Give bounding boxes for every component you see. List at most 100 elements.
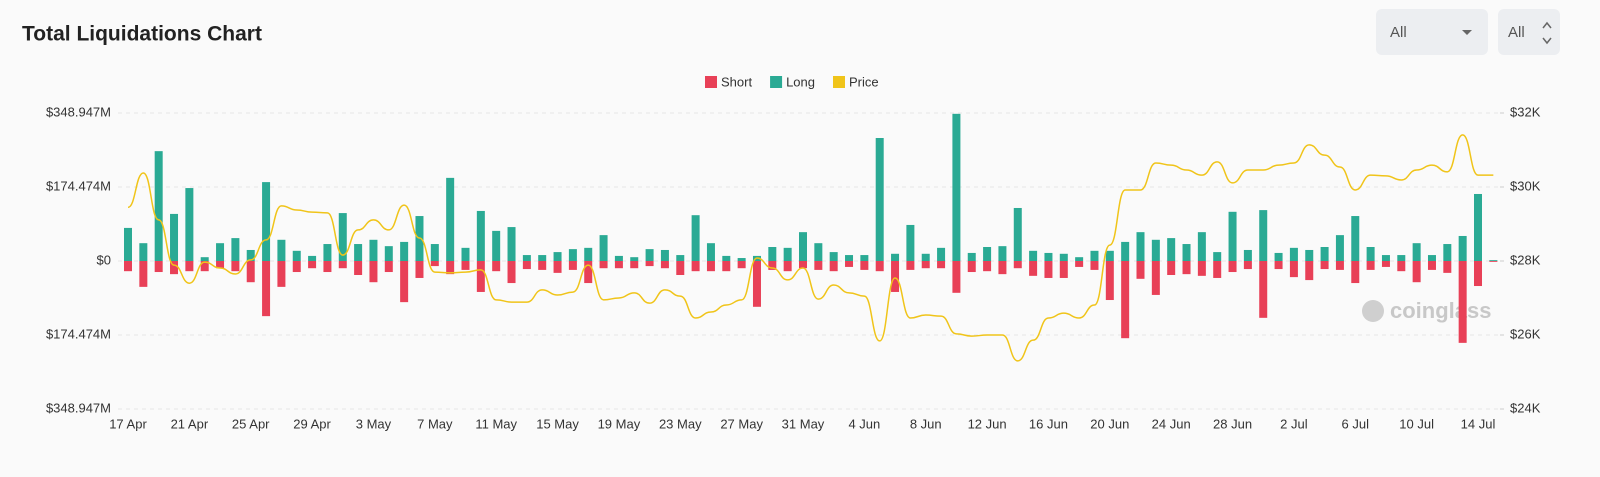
- bar: [860, 261, 869, 270]
- interval-select[interactable]: All: [1498, 9, 1560, 55]
- bar: [170, 213, 179, 261]
- bar: [1289, 261, 1298, 278]
- bar: [323, 244, 332, 261]
- bar: [522, 255, 531, 261]
- bar: [706, 261, 715, 272]
- legend-item[interactable]: Short: [705, 74, 752, 89]
- bar: [860, 255, 869, 261]
- bar: [875, 261, 884, 272]
- legend-swatch[interactable]: [770, 76, 783, 88]
- bar: [1443, 244, 1452, 261]
- bar: [1305, 261, 1314, 281]
- bar: [1182, 244, 1191, 261]
- bar: [492, 230, 501, 261]
- bar: [1366, 247, 1375, 261]
- bar: [783, 261, 792, 272]
- bar: [706, 243, 715, 261]
- bar: [937, 247, 946, 261]
- bar: [1228, 211, 1237, 261]
- bar: [354, 244, 363, 261]
- x-tick-label: 27 May: [720, 416, 763, 431]
- bar: [216, 243, 225, 261]
- y-tick-label: $0: [97, 252, 111, 267]
- watermark-icon: [1362, 300, 1384, 322]
- bar: [1213, 261, 1222, 278]
- x-tick-label: 11 May: [475, 416, 517, 431]
- bar: [568, 261, 577, 270]
- bar: [937, 261, 946, 269]
- bar: [1013, 261, 1022, 269]
- bar: [722, 255, 731, 261]
- x-tick-label: 16 Jun: [1029, 416, 1068, 431]
- bar: [645, 249, 654, 261]
- legend-swatch[interactable]: [705, 76, 717, 88]
- y-tick-label: $174.474M: [46, 178, 111, 193]
- legend-label[interactable]: Price: [849, 74, 879, 89]
- bar: [262, 261, 271, 317]
- bar: [1182, 261, 1191, 275]
- bar: [1197, 232, 1206, 261]
- select-label[interactable]: All: [1508, 24, 1525, 41]
- bar: [768, 261, 777, 270]
- bar: [369, 239, 378, 261]
- legend-item[interactable]: Long: [770, 74, 815, 89]
- legend-label[interactable]: Short: [721, 74, 752, 89]
- watermark-text: coinglass: [1390, 298, 1491, 323]
- bar: [338, 261, 347, 269]
- y-tick-label: $348.947M: [46, 104, 111, 119]
- bar: [400, 261, 409, 303]
- dropdown-caret[interactable]: [1462, 30, 1472, 35]
- bar: [415, 261, 424, 278]
- bar: [891, 261, 900, 292]
- bar: [323, 261, 332, 273]
- bar: [1090, 261, 1099, 270]
- x-tick-label: 23 May: [659, 416, 702, 431]
- bar: [1197, 261, 1206, 276]
- y2-tick-label: $24K: [1510, 400, 1541, 415]
- bar: [139, 243, 148, 261]
- bar: [614, 261, 623, 269]
- bar: [645, 261, 654, 267]
- legend-swatch[interactable]: [833, 76, 845, 88]
- bar: [1335, 261, 1344, 270]
- bar: [1274, 261, 1283, 270]
- dropdown-label[interactable]: All: [1390, 24, 1407, 41]
- range-dropdown[interactable]: All: [1376, 9, 1488, 55]
- bar: [1305, 249, 1314, 261]
- bar: [1044, 252, 1053, 261]
- x-tick-label: 3 May: [356, 416, 392, 431]
- bar: [799, 232, 807, 261]
- bar: [630, 257, 639, 261]
- bar: [185, 261, 194, 272]
- bar: [507, 261, 516, 284]
- bar: [1474, 261, 1482, 287]
- bar: [1059, 261, 1068, 278]
- bar: [829, 261, 838, 272]
- bar: [691, 261, 700, 272]
- bar: [1228, 261, 1237, 273]
- bar: [1289, 247, 1298, 261]
- bar: [875, 138, 884, 261]
- bar: [507, 227, 516, 261]
- bar: [262, 182, 271, 261]
- x-tick-label: 7 May: [417, 416, 453, 431]
- select-arrows[interactable]: [1542, 21, 1552, 45]
- x-tick-label: 29 Apr: [293, 416, 331, 431]
- y-tick-label: $348.947M: [46, 400, 111, 415]
- bar: [1044, 261, 1053, 278]
- bar: [1351, 261, 1360, 284]
- x-tick-label: 15 May: [536, 416, 579, 431]
- bar: [614, 255, 623, 261]
- bar: [891, 253, 900, 261]
- bar: [1136, 261, 1145, 279]
- legend-item[interactable]: Price: [833, 74, 879, 89]
- select-box[interactable]: [1498, 9, 1560, 55]
- bar: [752, 261, 761, 307]
- legend-label[interactable]: Long: [786, 74, 815, 89]
- bar: [246, 249, 255, 261]
- x-tick-label: 24 Jun: [1152, 416, 1191, 431]
- bar: [522, 261, 531, 270]
- bar: [1320, 261, 1329, 270]
- dropdown-box[interactable]: [1376, 9, 1488, 55]
